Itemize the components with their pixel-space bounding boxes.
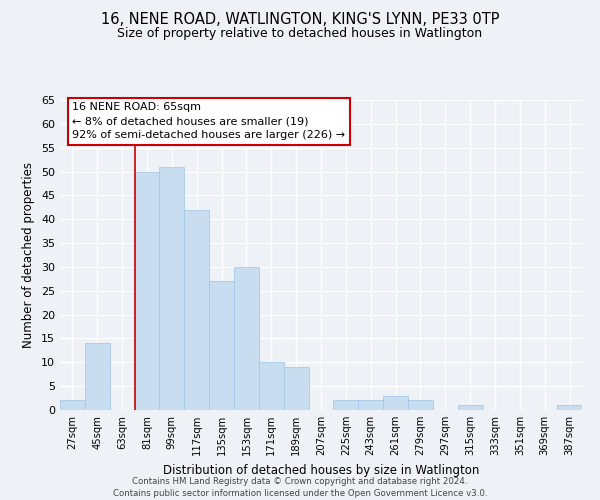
Text: Contains HM Land Registry data © Crown copyright and database right 2024.: Contains HM Land Registry data © Crown c… [132, 478, 468, 486]
Bar [209, 281, 234, 410]
Y-axis label: Number of detached properties: Number of detached properties [22, 162, 35, 348]
Bar [557, 405, 582, 410]
Bar [60, 400, 85, 410]
Bar [334, 400, 358, 410]
Bar [259, 362, 284, 410]
Text: Contains public sector information licensed under the Open Government Licence v3: Contains public sector information licen… [113, 489, 487, 498]
Text: 16, NENE ROAD, WATLINGTON, KING'S LYNN, PE33 0TP: 16, NENE ROAD, WATLINGTON, KING'S LYNN, … [101, 12, 499, 28]
Bar [284, 367, 308, 410]
Bar [160, 167, 184, 410]
Bar [358, 400, 383, 410]
Bar [134, 172, 160, 410]
Bar [184, 210, 209, 410]
Bar [383, 396, 408, 410]
X-axis label: Distribution of detached houses by size in Watlington: Distribution of detached houses by size … [163, 464, 479, 476]
Bar [85, 343, 110, 410]
Text: Size of property relative to detached houses in Watlington: Size of property relative to detached ho… [118, 28, 482, 40]
Bar [408, 400, 433, 410]
Text: 16 NENE ROAD: 65sqm
← 8% of detached houses are smaller (19)
92% of semi-detache: 16 NENE ROAD: 65sqm ← 8% of detached hou… [73, 102, 346, 141]
Bar [458, 405, 482, 410]
Bar [234, 267, 259, 410]
